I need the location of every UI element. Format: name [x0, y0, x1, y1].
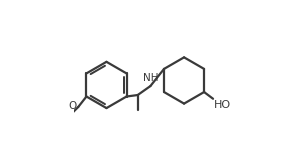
Text: O: O — [69, 101, 77, 111]
Text: NH: NH — [143, 73, 159, 83]
Text: HO: HO — [214, 100, 231, 109]
